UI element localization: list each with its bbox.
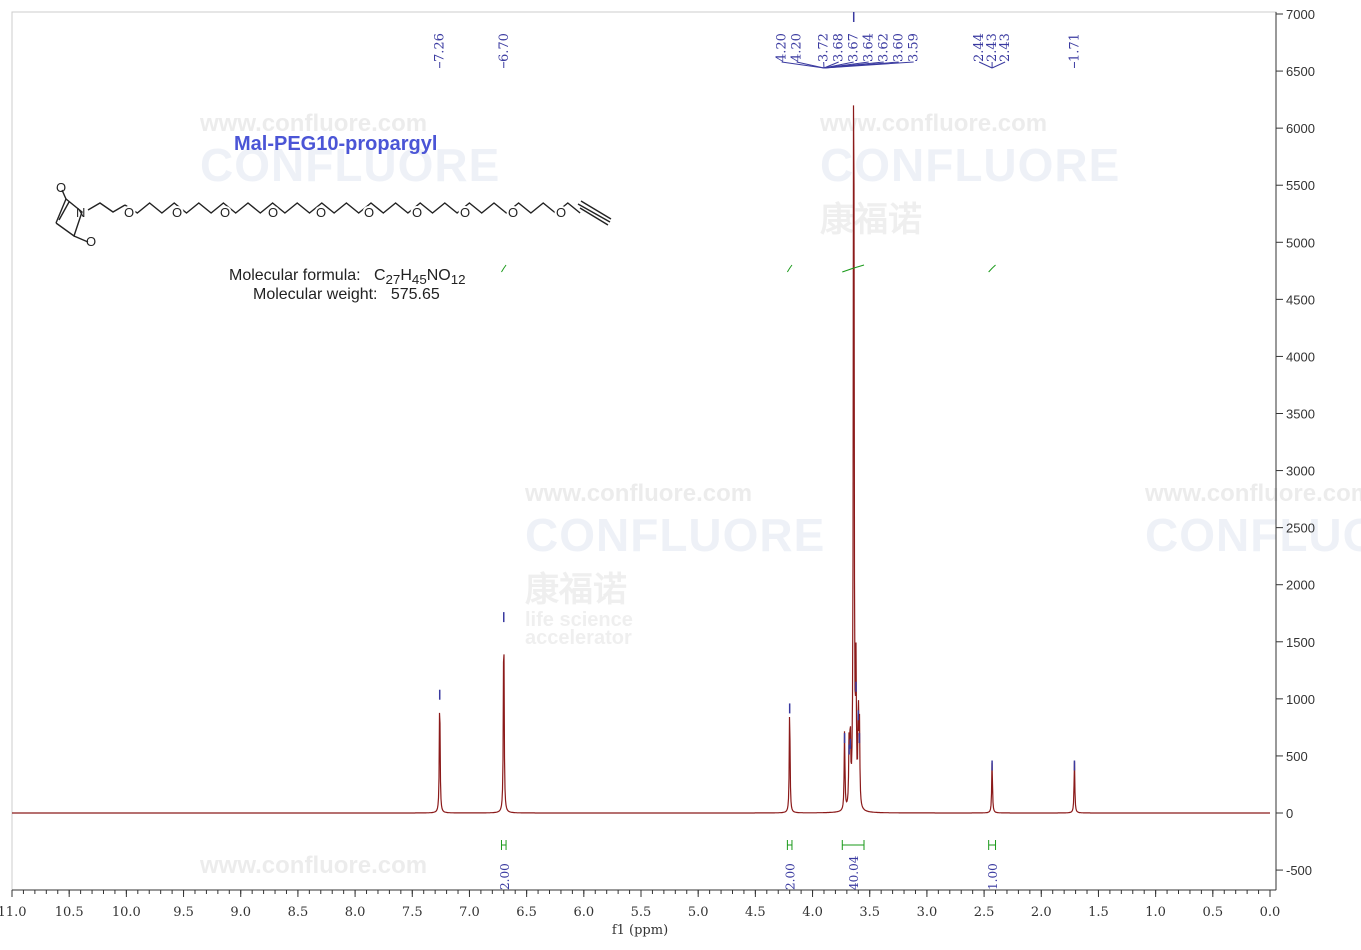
svg-text:N: N: [76, 205, 85, 220]
peak-label: 1.71: [1067, 33, 1082, 62]
formula-sub: 12: [450, 272, 466, 288]
y-tick-label: 7000: [1286, 7, 1315, 22]
y-tick-label: 500: [1286, 749, 1308, 764]
weight-value: 575.65: [390, 286, 440, 303]
x-tick-label: 0.0: [1260, 905, 1281, 920]
oxygen-atom: O: [412, 205, 422, 220]
peak-leader: [991, 61, 1006, 69]
oxygen-atom: O: [364, 205, 374, 220]
formula-sub: 27: [385, 272, 401, 288]
oxygen-atom: O: [220, 205, 230, 220]
x-tick-label: 7.5: [402, 905, 423, 920]
x-tick-label: 1.0: [1145, 905, 1166, 920]
x-axis-label: f1 (ppm): [612, 923, 668, 938]
y-tick-label: 5000: [1286, 235, 1315, 250]
oxygen-atom: O: [460, 205, 470, 220]
formula-part: NO: [426, 267, 451, 284]
x-tick-label: 7.0: [459, 905, 480, 920]
y-tick-label: 6500: [1286, 64, 1315, 79]
peak-label: 3.67: [847, 33, 862, 62]
peak-label: 3.64: [862, 33, 877, 62]
peak-leader: [823, 61, 914, 69]
x-tick-label: 0.5: [1202, 905, 1223, 920]
oxygen-atom: O: [316, 205, 326, 220]
integral-value: 2.00: [498, 863, 512, 890]
x-tick-label: 8.0: [345, 905, 366, 920]
peak-label: 7.26: [433, 33, 448, 62]
x-tick-label: 11.0: [0, 905, 26, 920]
y-tick-label: 1000: [1286, 692, 1315, 707]
integral-value: 2.00: [784, 863, 798, 890]
formula-sub: 45: [411, 272, 427, 288]
compound-name: Mal-PEG10-propargyl: [234, 133, 438, 155]
integral-curve: [501, 264, 507, 273]
y-tick-label: 0: [1286, 806, 1293, 821]
svg-text:O: O: [56, 180, 66, 195]
peak-label: 3.72: [817, 33, 832, 62]
y-tick-label: 2000: [1286, 578, 1315, 593]
integral-curve: [842, 264, 865, 273]
x-tick-label: 9.5: [173, 905, 194, 920]
integral-value: 1.00: [986, 863, 1000, 890]
x-tick-label: 3.5: [859, 905, 880, 920]
y-tick-label: 6000: [1286, 121, 1315, 136]
x-tick-label: 6.0: [573, 905, 594, 920]
y-tick-label: 3500: [1286, 407, 1315, 422]
x-tick-label: 10.5: [55, 905, 84, 920]
svg-text:O: O: [86, 234, 96, 249]
integral-curve: [988, 264, 996, 273]
integral-curve: [786, 264, 793, 273]
peak-label: 2.43: [998, 33, 1013, 62]
peak-leader: [978, 61, 993, 69]
weight-label: Molecular weight:: [253, 286, 378, 303]
formula-part: C: [373, 267, 386, 284]
peak-label: 2.43: [985, 33, 1000, 62]
x-tick-label: 10.0: [112, 905, 141, 920]
peak-label: 4.20: [775, 33, 790, 62]
x-tick-label: 6.5: [516, 905, 537, 920]
molecular-formula: Molecular formula: C27H45NO12: [229, 267, 466, 287]
oxygen-atom: O: [508, 205, 518, 220]
x-tick-label: 1.5: [1088, 905, 1109, 920]
y-tick-label: 4000: [1286, 349, 1315, 364]
spectrum-line: [12, 105, 1270, 814]
y-tick-label: 3000: [1286, 464, 1315, 479]
oxygen-atom: O: [124, 205, 134, 220]
x-tick-label: 2.5: [974, 905, 995, 920]
peak-label: 4.20: [790, 33, 805, 62]
peak-label: 3.68: [832, 33, 847, 62]
y-tick-label: 4500: [1286, 292, 1315, 307]
x-tick-label: 3.0: [917, 905, 938, 920]
y-tick-label: -500: [1286, 863, 1312, 878]
y-tick-label: 1500: [1286, 635, 1315, 650]
y-tick-label: 2500: [1286, 521, 1315, 536]
x-tick-label: 5.0: [688, 905, 709, 920]
x-tick-label: 4.0: [802, 905, 823, 920]
peak-label: 6.70: [497, 33, 512, 62]
peak-leader: [796, 61, 825, 69]
oxygen-atom: O: [172, 205, 182, 220]
oxygen-atom: O: [556, 205, 566, 220]
molecular-weight: Molecular weight: 575.65: [253, 286, 440, 304]
peak-label: 2.44: [972, 33, 987, 62]
peak-label: 3.60: [892, 33, 907, 62]
integral-value: 40.04: [847, 855, 861, 890]
x-tick-label: 8.5: [288, 905, 309, 920]
x-tick-label: 2.0: [1031, 905, 1052, 920]
x-tick-label: 5.5: [631, 905, 652, 920]
x-tick-label: 4.5: [745, 905, 766, 920]
peak-leader: [781, 61, 825, 69]
oxygen-atom: O: [268, 205, 278, 220]
x-tick-label: 9.0: [230, 905, 251, 920]
formula-label: Molecular formula:: [229, 267, 361, 284]
y-tick-label: 5500: [1286, 178, 1315, 193]
peak-label: 3.59: [907, 33, 922, 62]
formula-part: H: [400, 267, 412, 284]
peak-label: 3.62: [877, 33, 892, 62]
